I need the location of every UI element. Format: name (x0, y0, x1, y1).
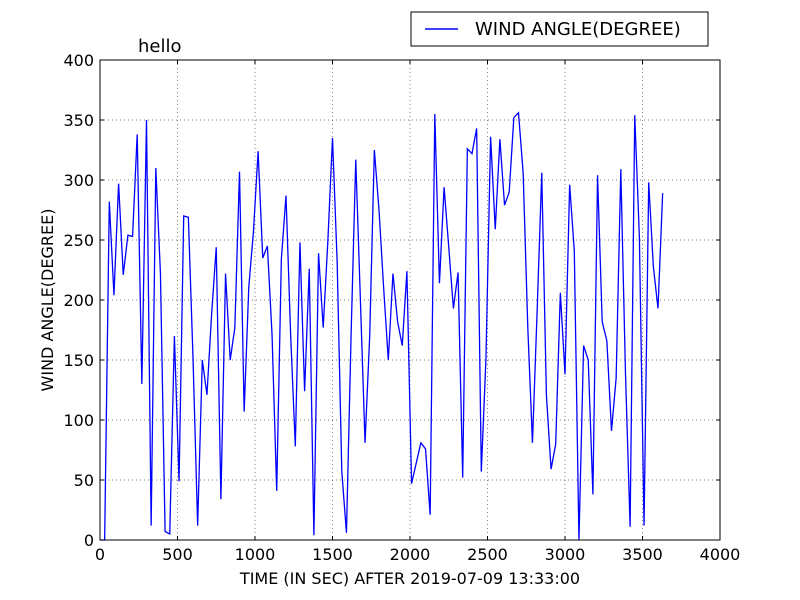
series-layer (100, 111, 664, 541)
chart-title: hello (138, 36, 182, 57)
x-tick-label: 4000 (700, 545, 741, 564)
y-tick-label: 250 (63, 231, 94, 250)
series-line (100, 111, 664, 541)
x-tick-label: 3000 (545, 545, 586, 564)
y-tick-label: 200 (63, 291, 94, 310)
x-tick-label: 3500 (622, 545, 663, 564)
ticks (99, 59, 721, 541)
x-tick-label: 1000 (235, 545, 276, 564)
legend-label: WIND ANGLE(DEGREE) (475, 19, 681, 40)
y-tick-label: 300 (63, 171, 94, 190)
x-tick-label: 0 (95, 545, 105, 564)
y-tick-label: 0 (84, 531, 94, 550)
y-tick-label: 150 (63, 351, 94, 370)
y-tick-label: 400 (63, 51, 94, 70)
y-tick-label: 100 (63, 411, 94, 430)
y-axis-label: WIND ANGLE(DEGREE) (38, 209, 57, 392)
x-tick-label: 2500 (467, 545, 508, 564)
x-tick-label: 1500 (312, 545, 353, 564)
tick-labels: 0 500 1000 1500 2000 2500 3000 3500 4000 0 50 100 15… (63, 51, 740, 564)
x-tick-label: 2000 (390, 545, 431, 564)
y-tick-label: 50 (74, 471, 94, 490)
x-tick-label: 500 (162, 545, 193, 564)
legend-box (410, 11, 709, 47)
legend: WIND ANGLE(DEGREE) (410, 11, 709, 47)
y-tick-label: 350 (63, 111, 94, 130)
x-axis-label: TIME (IN SEC) AFTER 2019-07-09 13:33:00 (239, 569, 580, 588)
